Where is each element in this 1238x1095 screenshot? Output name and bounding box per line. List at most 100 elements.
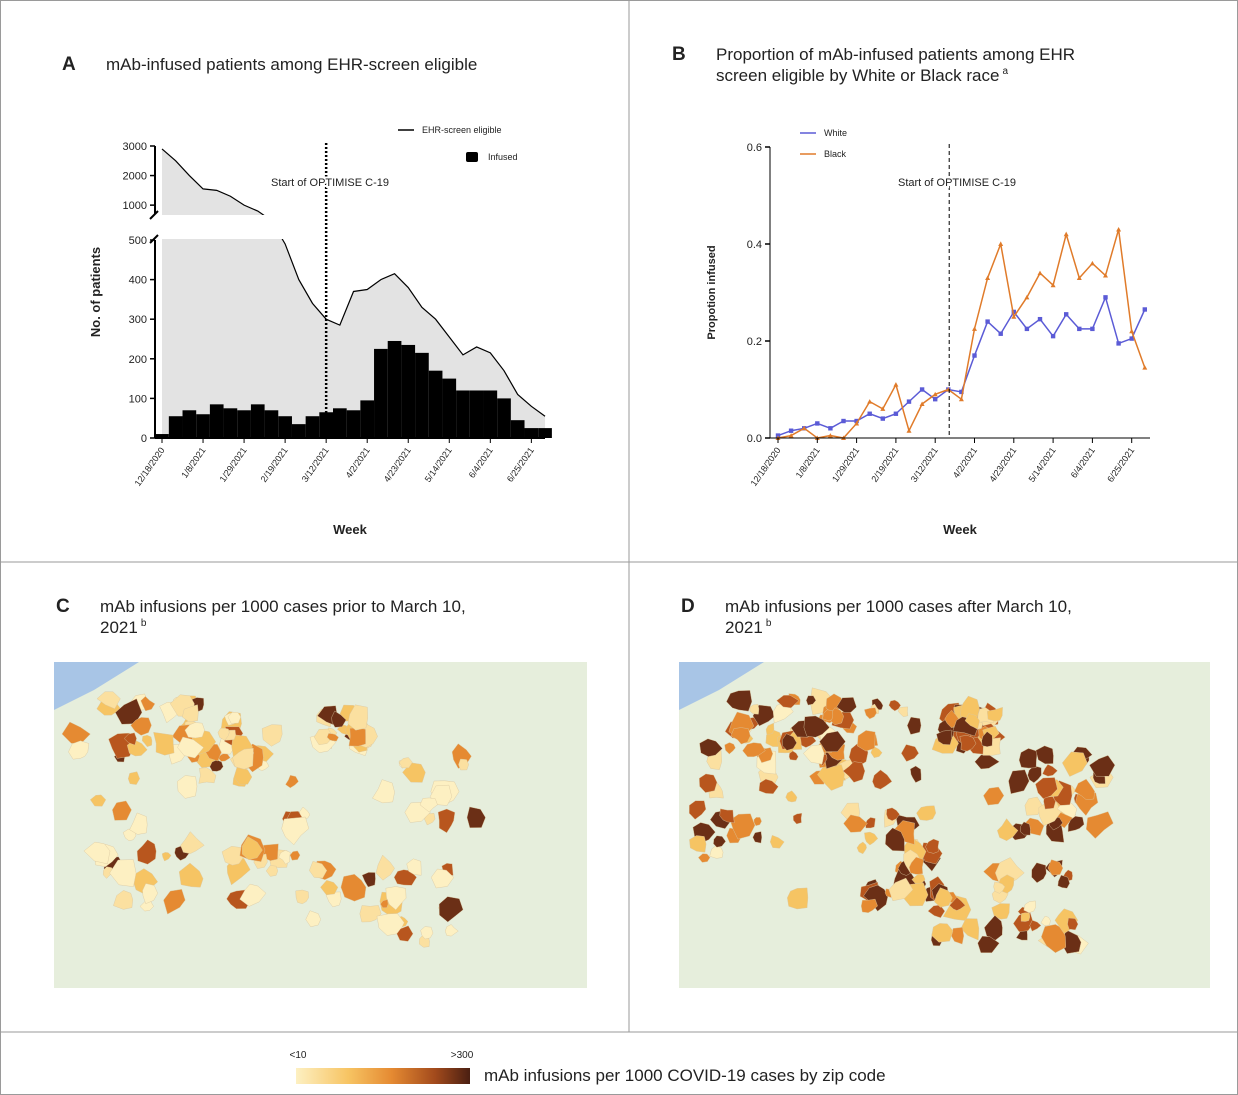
y-tick-label: 3000 — [123, 141, 147, 153]
x-tick-label: 3/12/2021 — [909, 445, 940, 484]
zip-region — [227, 711, 242, 724]
x-tick-label: 1/29/2021 — [218, 445, 249, 484]
zip-region — [864, 831, 879, 846]
point — [815, 421, 820, 426]
legend-label: Black — [824, 149, 847, 159]
zip-region — [109, 859, 137, 887]
bar — [360, 400, 375, 438]
panel-title: Proportion of mAb-infused patients among… — [716, 45, 1075, 64]
zip-region — [1020, 912, 1031, 922]
annotation: Start of OPTIMISE C-19 — [898, 177, 1016, 189]
x-tick-label: 1/29/2021 — [830, 445, 861, 484]
point — [1050, 282, 1056, 288]
bar — [223, 408, 238, 438]
zip-region — [83, 841, 111, 865]
zip-region — [102, 866, 115, 879]
zip-region — [870, 746, 883, 758]
zip-region — [1047, 859, 1064, 876]
zip-region — [1031, 862, 1047, 884]
zip-region — [864, 707, 877, 720]
zip-region — [803, 744, 825, 765]
point — [801, 425, 807, 431]
panel-title: 2021 — [725, 618, 763, 637]
point — [1142, 307, 1147, 312]
bar — [442, 378, 457, 438]
zip-region — [1042, 764, 1058, 777]
zip-region — [986, 707, 1003, 722]
zip-region — [726, 690, 753, 712]
zip-region — [124, 732, 137, 746]
x-tick-label: 6/25/2021 — [505, 445, 536, 484]
zip-region — [910, 765, 922, 783]
zip-region — [817, 764, 845, 791]
zip-region — [984, 915, 1003, 941]
bar — [428, 370, 443, 438]
zip-region — [424, 813, 436, 826]
zip-region — [348, 727, 366, 747]
x-tick-label: 1/8/2021 — [179, 445, 207, 479]
zip-region — [233, 765, 253, 785]
zip-region — [792, 812, 803, 825]
zip-region — [916, 805, 937, 821]
zip-region — [991, 903, 1010, 920]
zip-region — [68, 740, 90, 760]
zip-region — [320, 880, 339, 896]
zip-region — [372, 779, 395, 804]
zip-region — [888, 699, 901, 712]
zip-region — [285, 774, 299, 789]
zip-region — [993, 881, 1006, 894]
axis-break — [149, 210, 159, 244]
zip-region — [90, 794, 107, 807]
y-tick-label: 0.6 — [747, 142, 762, 154]
point — [919, 387, 925, 392]
point — [932, 391, 938, 397]
panel-label: A — [62, 54, 76, 75]
point — [1037, 270, 1043, 276]
bar — [237, 410, 251, 438]
point — [893, 382, 899, 387]
zip-region — [1040, 915, 1051, 926]
zip-region — [857, 730, 876, 752]
zip-region — [198, 767, 217, 784]
zip-region — [977, 935, 1000, 953]
panel-title: mAb infusions per 1000 cases after March… — [725, 597, 1072, 616]
x-tick-label: 6/4/2021 — [467, 445, 495, 479]
bar — [333, 408, 347, 438]
bar — [538, 428, 552, 438]
zip-region — [420, 926, 434, 940]
zip-region — [209, 759, 224, 772]
bar — [250, 404, 265, 438]
zip-region — [289, 850, 301, 861]
panel-label: D — [681, 596, 695, 617]
legend-high: >300 — [451, 1050, 474, 1061]
point — [1063, 231, 1069, 237]
point — [1129, 336, 1134, 341]
point — [841, 418, 846, 424]
axis-gap — [143, 215, 547, 239]
point — [880, 416, 885, 421]
y-tick-label: 0.4 — [747, 239, 762, 251]
x-axis-title: Week — [333, 522, 367, 537]
zip-region — [836, 697, 857, 713]
bar — [155, 434, 169, 438]
legend-swatch — [466, 152, 478, 162]
bar — [209, 404, 224, 438]
zip-region — [983, 786, 1005, 806]
zip-region — [765, 722, 775, 736]
bar — [510, 420, 525, 438]
bar — [415, 352, 429, 438]
zip-region — [805, 695, 817, 706]
zip-region — [1023, 900, 1037, 913]
y-tick-label: 0.0 — [747, 433, 762, 445]
zip-region — [178, 862, 204, 888]
x-tick-label: 2/19/2021 — [869, 445, 900, 484]
zip-region — [729, 813, 756, 840]
zip-region — [130, 717, 152, 736]
series-line — [777, 229, 1146, 439]
zip-region — [1067, 917, 1079, 931]
point — [1116, 341, 1121, 346]
y-tick-label: 300 — [129, 314, 147, 326]
zip-region — [380, 899, 389, 908]
zip-region — [730, 727, 751, 745]
zip-region — [466, 806, 486, 829]
